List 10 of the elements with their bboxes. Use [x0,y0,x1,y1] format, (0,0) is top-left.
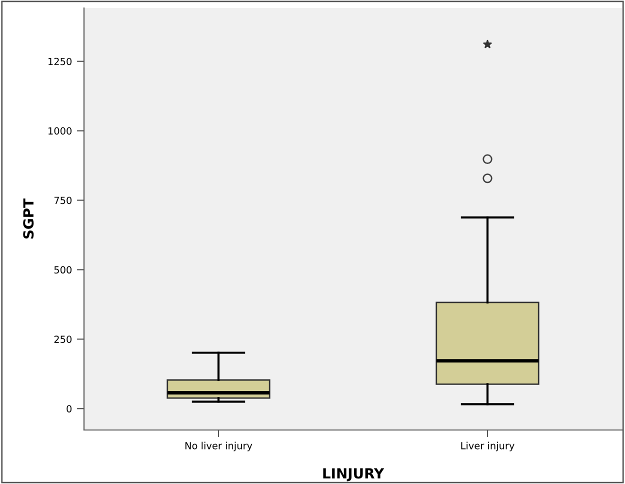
y-tick-label: 0 [66,405,72,412]
x-axis-title: LINJURY [323,468,384,482]
y-tick-label: 1250 [48,58,72,66]
x-tick-label: No liver injury [185,442,252,452]
y-tick-label: 750 [54,196,72,204]
y-axis-title: SGPT [23,198,34,239]
y-tick-label: 1000 [48,127,72,135]
y-tick-label: 500 [54,266,72,274]
x-tick-label: Liver injury [461,442,514,452]
y-tick-label: 250 [54,336,72,343]
